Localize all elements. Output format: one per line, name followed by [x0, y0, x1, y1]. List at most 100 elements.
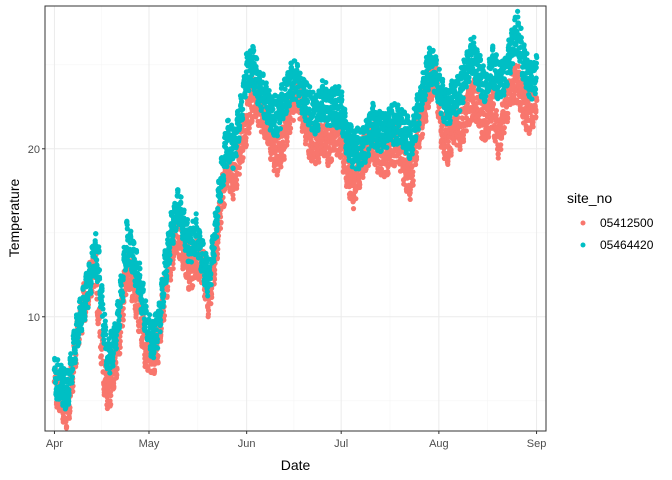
- data-point: [214, 234, 220, 240]
- data-point: [164, 287, 171, 293]
- data-point: [489, 106, 496, 112]
- data-point: [155, 353, 161, 359]
- data-point: [365, 151, 371, 157]
- data-point: [140, 287, 146, 293]
- data-point: [160, 293, 167, 299]
- data-point: [137, 265, 143, 272]
- data-point: [170, 265, 176, 272]
- data-point: [164, 273, 170, 279]
- data-point: [85, 304, 91, 310]
- data-point: [63, 425, 70, 431]
- data-point: [225, 117, 231, 123]
- data-point: [423, 118, 429, 124]
- data-point: [181, 207, 187, 213]
- data-point: [243, 135, 249, 141]
- data-point: [294, 61, 300, 68]
- data-point: [96, 248, 102, 254]
- data-point: [155, 360, 161, 366]
- data-point: [178, 194, 184, 200]
- data-point: [246, 87, 252, 94]
- data-point: [120, 312, 126, 318]
- data-point: [409, 147, 416, 153]
- data-point: [236, 135, 242, 141]
- data-point: [287, 121, 293, 127]
- data-point: [410, 178, 416, 184]
- data-point: [430, 47, 436, 53]
- data-point: [66, 410, 73, 416]
- data-point: [215, 239, 221, 246]
- data-point: [315, 127, 321, 134]
- data-point: [133, 249, 140, 255]
- data-point: [457, 146, 463, 152]
- data-point: [498, 142, 504, 148]
- data-point: [211, 258, 217, 264]
- data-point: [339, 97, 345, 103]
- data-point: [254, 56, 260, 62]
- data-point: [378, 166, 385, 172]
- data-point: [221, 178, 227, 184]
- data-point: [530, 119, 536, 125]
- data-point: [230, 165, 236, 171]
- data-point: [504, 114, 511, 120]
- data-point: [200, 241, 206, 247]
- data-point: [102, 324, 109, 330]
- data-point: [72, 356, 78, 362]
- data-point: [323, 79, 329, 86]
- data-point: [108, 392, 114, 399]
- data-point: [120, 295, 126, 301]
- data-point: [249, 119, 255, 125]
- data-point: [99, 294, 105, 300]
- data-point: [233, 177, 240, 183]
- data-point: [490, 100, 496, 107]
- data-point: [66, 415, 72, 421]
- data-point: [188, 259, 195, 265]
- data-point: [205, 307, 212, 314]
- data-point: [143, 303, 149, 310]
- data-point: [82, 314, 88, 320]
- data-point: [410, 169, 416, 175]
- data-point: [233, 153, 239, 159]
- data-point: [208, 291, 215, 297]
- data-point: [398, 148, 404, 155]
- data-point: [425, 104, 431, 111]
- data-point: [438, 110, 444, 116]
- data-point: [211, 252, 217, 259]
- data-point: [164, 268, 170, 274]
- data-point: [128, 228, 134, 234]
- data-point: [419, 131, 426, 137]
- data-point: [533, 114, 539, 120]
- data-point: [143, 298, 149, 304]
- data-point: [290, 117, 296, 123]
- data-point: [240, 147, 246, 154]
- data-point: [120, 277, 126, 283]
- data-point: [217, 198, 224, 204]
- data-point: [167, 277, 174, 283]
- data-point: [395, 102, 401, 108]
- data-point: [280, 139, 286, 146]
- data-point: [304, 99, 310, 106]
- data-point: [353, 196, 359, 202]
- data-point: [215, 207, 221, 213]
- data-point: [498, 146, 504, 152]
- data-point: [423, 113, 429, 119]
- data-point: [94, 257, 100, 263]
- data-point: [75, 340, 82, 346]
- data-point: [95, 320, 101, 326]
- data-point: [325, 162, 331, 169]
- data-point: [215, 213, 221, 220]
- data-point: [493, 108, 500, 114]
- data-point: [242, 94, 248, 100]
- data-point: [246, 125, 252, 131]
- data-point: [445, 138, 451, 145]
- data-point: [212, 271, 218, 277]
- data-point: [116, 313, 122, 319]
- data-point: [117, 304, 123, 310]
- data-point: [116, 351, 123, 357]
- data-point: [119, 290, 126, 296]
- data-point: [342, 113, 348, 119]
- data-point: [284, 138, 290, 145]
- data-point: [239, 99, 245, 105]
- data-point: [501, 124, 507, 131]
- data-point: [96, 267, 103, 273]
- data-point: [160, 304, 166, 310]
